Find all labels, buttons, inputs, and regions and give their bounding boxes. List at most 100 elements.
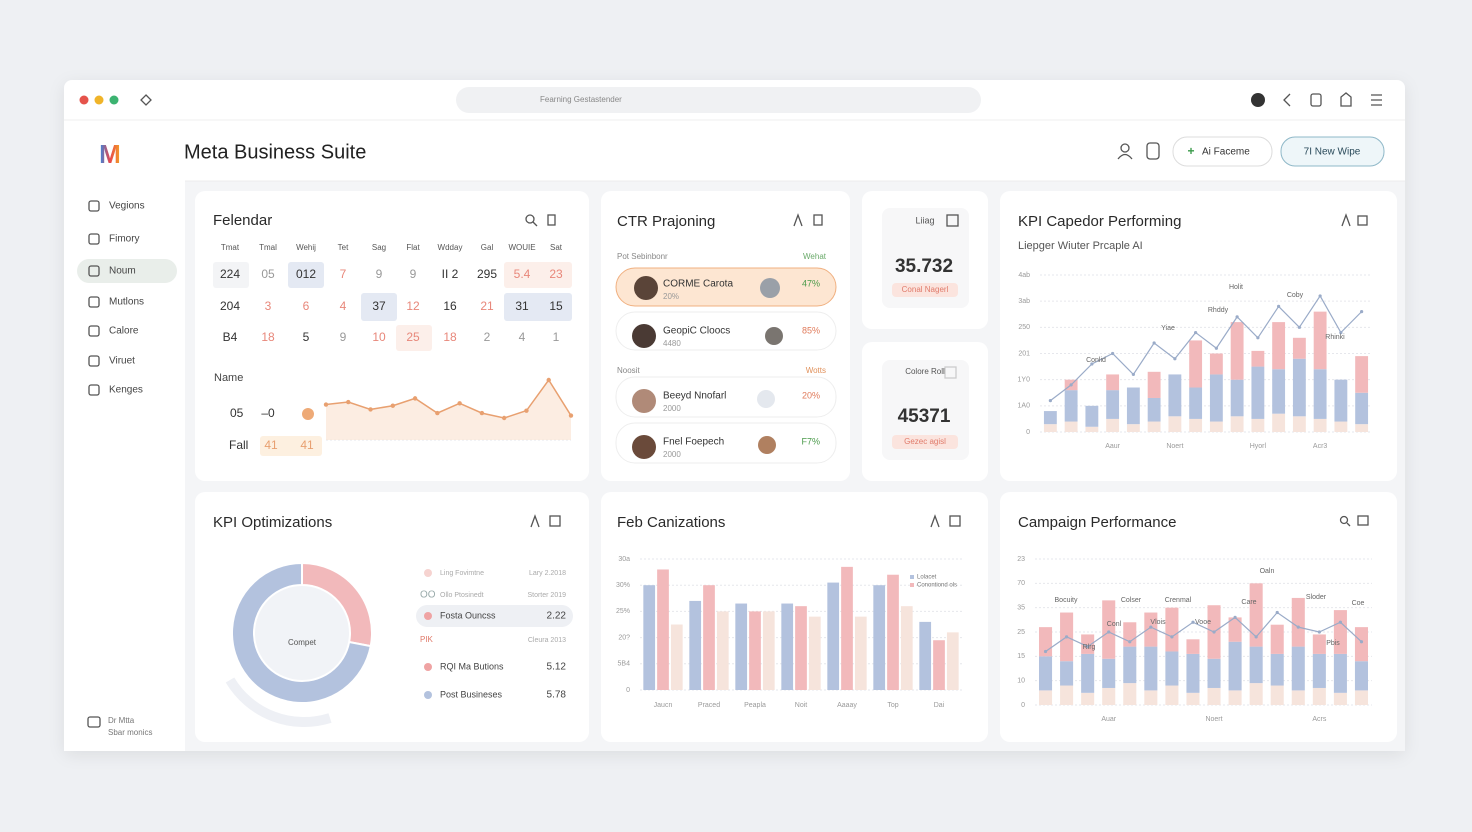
calendar-cell: 3 [265,299,272,313]
icon[interactable] [87,716,101,728]
point [1338,620,1343,624]
annotation: Colser [1121,597,1142,604]
annotation: Rhddy [1208,307,1229,314]
area [326,380,571,440]
point [1275,610,1279,615]
card-subtitle: Liepger Wiuter Prcaple AI [1018,240,1143,252]
icon[interactable] [1120,143,1130,153]
bar [1292,416,1306,432]
max-dot[interactable] [109,95,119,105]
bar [933,640,945,690]
address-bar[interactable] [456,87,981,113]
calendar-cell: B4 [223,330,238,344]
y-tick-label: 0 [626,687,630,694]
button[interactable] [1280,136,1385,167]
point [1043,649,1048,654]
icon[interactable] [1146,142,1160,160]
bar [1354,627,1368,662]
icon[interactable] [1310,93,1322,107]
bar [1081,692,1095,705]
list-item[interactable] [615,422,837,464]
cell-bg [504,293,572,321]
weekday: Wehij [296,243,316,252]
stat-value: 35.732 [895,256,953,277]
bar [1189,418,1203,432]
bar [1355,392,1369,425]
group-metric: Wehat [803,252,827,261]
bar [1147,421,1161,432]
calendar-cell: 5.4 [514,267,531,281]
nav-item[interactable]: Viruet [109,356,135,367]
icon[interactable] [1371,94,1382,106]
bar [1270,685,1284,705]
legend-value: 5.12 [547,662,567,673]
legend-label: Fosta Ouncss [440,610,496,620]
x-tick-label: Acrs [1312,716,1327,723]
legend-label: Post Busineses [440,689,503,699]
avatar [757,390,775,408]
list-item[interactable] [615,267,837,307]
bar [1291,597,1305,647]
bar [1144,612,1158,647]
icon[interactable] [1251,93,1265,107]
point [1069,383,1073,387]
y-tick-label: 20? [618,634,630,641]
legend-label: RQI Ma Butions [440,661,504,671]
bar [1043,411,1057,425]
y-tick-label: 5B4 [618,661,631,668]
list-item[interactable] [615,376,837,418]
bar [1251,350,1265,367]
nav-item[interactable]: Kenges [109,385,143,396]
point [1131,372,1135,377]
plus-icon: + [1187,144,1194,158]
icon[interactable] [1340,92,1352,107]
annotation: Bocuity [1055,597,1078,604]
bar [1168,374,1182,417]
bar [1313,369,1327,419]
card-title: Felendar [213,212,272,229]
legend-highlight [416,605,573,627]
dot [302,408,314,420]
bar [1123,683,1137,705]
icon[interactable] [140,94,152,106]
slice [231,561,372,704]
nav-item[interactable]: Mutlons [109,297,144,308]
annotation: Rlrg [1083,644,1096,651]
avatar [758,436,776,454]
bar [1312,687,1326,705]
calendar-cell: 31 [515,299,529,313]
x-tick-label: Noert [1205,716,1222,723]
nav-item[interactable]: Calore [109,326,139,337]
nav-item[interactable]: Fimory [109,234,140,245]
point [1170,635,1174,639]
bar [1064,421,1078,432]
icon[interactable] [1117,153,1133,160]
x-tick-label: Aaaay [837,702,857,709]
x-tick-label: Praced [698,702,720,709]
point [368,407,373,412]
bar [1334,421,1348,432]
legend-prefix: PIK [420,635,434,644]
button[interactable] [1172,136,1273,167]
icon[interactable] [1283,93,1291,107]
card-title: CTR Prajoning [617,213,715,230]
point [457,401,462,406]
legend-dot [424,612,432,620]
legend-label: Ling Fovimtne [440,570,484,577]
point [1233,615,1237,620]
close-dot[interactable] [79,95,89,105]
legend-dot [424,691,432,699]
logo[interactable]: M [99,139,121,169]
point [1254,635,1258,639]
nav-item[interactable]: Vegions [109,201,145,212]
calendar-cell: 9 [410,267,417,281]
legend-label: Conontiond ols [917,583,957,589]
card-icons[interactable] [525,213,1369,528]
min-dot[interactable] [94,95,104,105]
y-tick-label: 3ab [1018,298,1030,305]
nav-item[interactable]: Noum [109,266,136,277]
bar [1085,405,1099,427]
point [1212,630,1216,634]
point [1064,635,1069,639]
bar [1249,583,1263,647]
